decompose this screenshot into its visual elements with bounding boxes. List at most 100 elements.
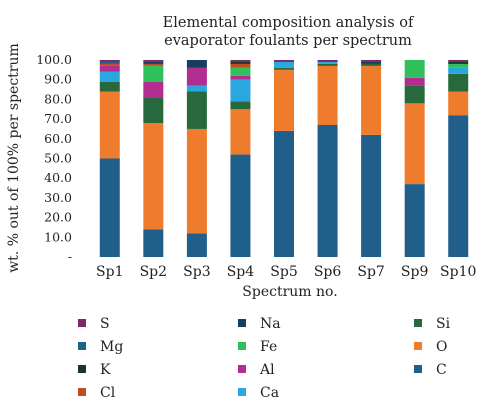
chart-title-line-2: evaporator foulants per spectrum bbox=[164, 33, 412, 49]
bar-segment-sp9-al bbox=[404, 77, 425, 86]
y-axis-label: wt. % out of 100% per spectrum bbox=[6, 43, 22, 273]
legend-swatch-na bbox=[238, 319, 246, 327]
bar-segment-sp4-si bbox=[230, 101, 251, 110]
bar-segment-sp4-fe bbox=[230, 67, 251, 76]
bar-segment-sp5-c bbox=[274, 130, 294, 257]
bar-segment-sp1-si bbox=[99, 81, 120, 92]
bar-segment-sp6-c bbox=[317, 125, 338, 257]
bar-segment-sp1-al bbox=[99, 65, 120, 72]
bar-segment-sp3-si bbox=[186, 91, 207, 129]
legend-label-cl: Cl bbox=[100, 385, 116, 401]
bar-segment-sp6-o bbox=[317, 65, 338, 126]
bar-segment-sp4-c bbox=[230, 154, 251, 257]
y-tick-label: 10.0 bbox=[44, 229, 72, 244]
bar-segment-sp2-cl bbox=[143, 63, 164, 66]
legend-label-s: S bbox=[100, 316, 110, 332]
x-tick-label-sp7: Sp7 bbox=[357, 264, 384, 280]
y-tick-label: 60.0 bbox=[44, 131, 72, 146]
legend-swatch-mg bbox=[78, 342, 86, 350]
bar-segment-sp7-s bbox=[361, 60, 382, 62]
bar-segment-sp5-s bbox=[274, 60, 294, 62]
bar-segment-sp5-si bbox=[274, 67, 294, 70]
bar-segment-sp5-ca bbox=[274, 61, 294, 68]
x-tick-label-sp9: Sp9 bbox=[401, 264, 428, 280]
legend-swatch-cl bbox=[78, 388, 86, 396]
bar-segment-sp4-cl bbox=[230, 63, 251, 68]
bar-segment-sp2-si bbox=[143, 97, 164, 124]
legend-label-si: Si bbox=[436, 316, 451, 332]
y-tick-label: 90.0 bbox=[44, 72, 72, 87]
bar-segment-sp6-si bbox=[317, 63, 338, 66]
bars-group bbox=[99, 60, 469, 257]
legend-label-o: O bbox=[436, 339, 447, 355]
bar-segment-sp4-o bbox=[230, 109, 251, 155]
bar-segment-sp3-al bbox=[186, 67, 207, 86]
x-tick-label-sp3: Sp3 bbox=[183, 264, 210, 280]
bar-segment-sp1-s bbox=[99, 60, 120, 62]
bar-segment-sp1-cl bbox=[99, 63, 120, 66]
x-tick-label-sp4: Sp4 bbox=[227, 264, 255, 280]
bar-segment-sp3-na bbox=[186, 60, 207, 68]
bar-segment-sp10-fe bbox=[448, 63, 469, 68]
legend-label-al: Al bbox=[259, 362, 275, 378]
bar-segment-sp10-o bbox=[448, 91, 469, 116]
y-tick-label: - bbox=[68, 249, 72, 264]
y-tick-label: 100.0 bbox=[36, 52, 72, 67]
bar-segment-sp3-o bbox=[186, 128, 207, 234]
y-tick-label: 30.0 bbox=[44, 190, 72, 205]
bar-segment-sp2-fe bbox=[143, 65, 164, 82]
bar-segment-sp10-si bbox=[448, 73, 469, 92]
y-tick-label: 70.0 bbox=[44, 111, 72, 126]
legend-swatch-al bbox=[238, 365, 246, 373]
bar-segment-sp10-c bbox=[448, 115, 469, 257]
legend-label-k: K bbox=[100, 362, 111, 378]
bar-segment-sp4-ca bbox=[230, 79, 251, 102]
bar-segment-sp6-s bbox=[317, 60, 338, 62]
x-tick-label-sp2: Sp2 bbox=[140, 264, 167, 280]
legend-label-mg: Mg bbox=[100, 339, 123, 355]
bar-segment-sp2-o bbox=[143, 123, 164, 230]
legend-swatch-o bbox=[414, 342, 422, 350]
legend-swatch-s bbox=[78, 319, 86, 327]
legend-label-fe: Fe bbox=[260, 339, 277, 355]
bar-segment-sp3-ca bbox=[186, 85, 207, 92]
x-tick-label-sp5: Sp5 bbox=[270, 264, 297, 280]
legend-swatch-ca bbox=[238, 388, 246, 396]
legend-swatch-fe bbox=[238, 342, 246, 350]
y-tick-label: 80.0 bbox=[44, 91, 72, 106]
x-tick-labels: Sp1 Sp2 Sp3 Sp4 Sp5 Sp6 Sp7 Sp9 Sp10 bbox=[96, 264, 476, 280]
bar-segment-sp9-si bbox=[404, 85, 425, 104]
legend-swatch-si bbox=[414, 319, 422, 327]
y-tick-label: 20.0 bbox=[44, 210, 72, 225]
y-tick-label: 40.0 bbox=[44, 170, 72, 185]
chart-title-line-1: Elemental composition analysis of bbox=[163, 15, 415, 31]
bar-segment-sp2-c bbox=[143, 229, 164, 257]
bar-segment-sp1-mg bbox=[99, 61, 120, 64]
bar-segment-sp10-k bbox=[448, 61, 469, 64]
y-tick-labels: - 10.0 20.0 30.0 40.0 50.0 60.0 70.0 80.0 90.0 100… bbox=[36, 52, 72, 264]
bar-segment-sp4-al bbox=[230, 75, 251, 80]
bar-segment-sp4-k bbox=[230, 61, 251, 64]
bar-segment-sp10-s bbox=[448, 60, 469, 62]
bar-segment-sp5-o bbox=[274, 69, 294, 131]
bar-segment-sp9-o bbox=[404, 103, 425, 185]
x-tick-label-sp6: Sp6 bbox=[314, 264, 342, 280]
x-tick-label-sp1: Sp1 bbox=[96, 264, 123, 280]
legend: S Mg K Cl Na Fe Al Ca Si OC bbox=[78, 316, 451, 401]
legend-label-na: Na bbox=[260, 316, 281, 332]
bar-segment-sp9-c bbox=[404, 184, 425, 257]
bar-segment-sp1-c bbox=[99, 158, 120, 257]
legend-label-c: C bbox=[436, 362, 447, 378]
x-axis-label: Spectrum no. bbox=[242, 284, 337, 300]
bar-segment-sp2-s bbox=[143, 60, 164, 62]
legend-swatch-k bbox=[78, 365, 86, 373]
bar-segment-sp7-o bbox=[361, 65, 382, 135]
bar-segment-sp1-ca bbox=[99, 71, 120, 82]
legend-label-ca: Ca bbox=[260, 385, 279, 401]
bar-segment-sp7-si bbox=[361, 63, 382, 66]
y-tick-label: 50.0 bbox=[44, 151, 72, 166]
bar-segment-sp3-c bbox=[186, 233, 207, 257]
bar-segment-sp1-o bbox=[99, 91, 120, 159]
legend-swatch-c bbox=[414, 365, 422, 373]
